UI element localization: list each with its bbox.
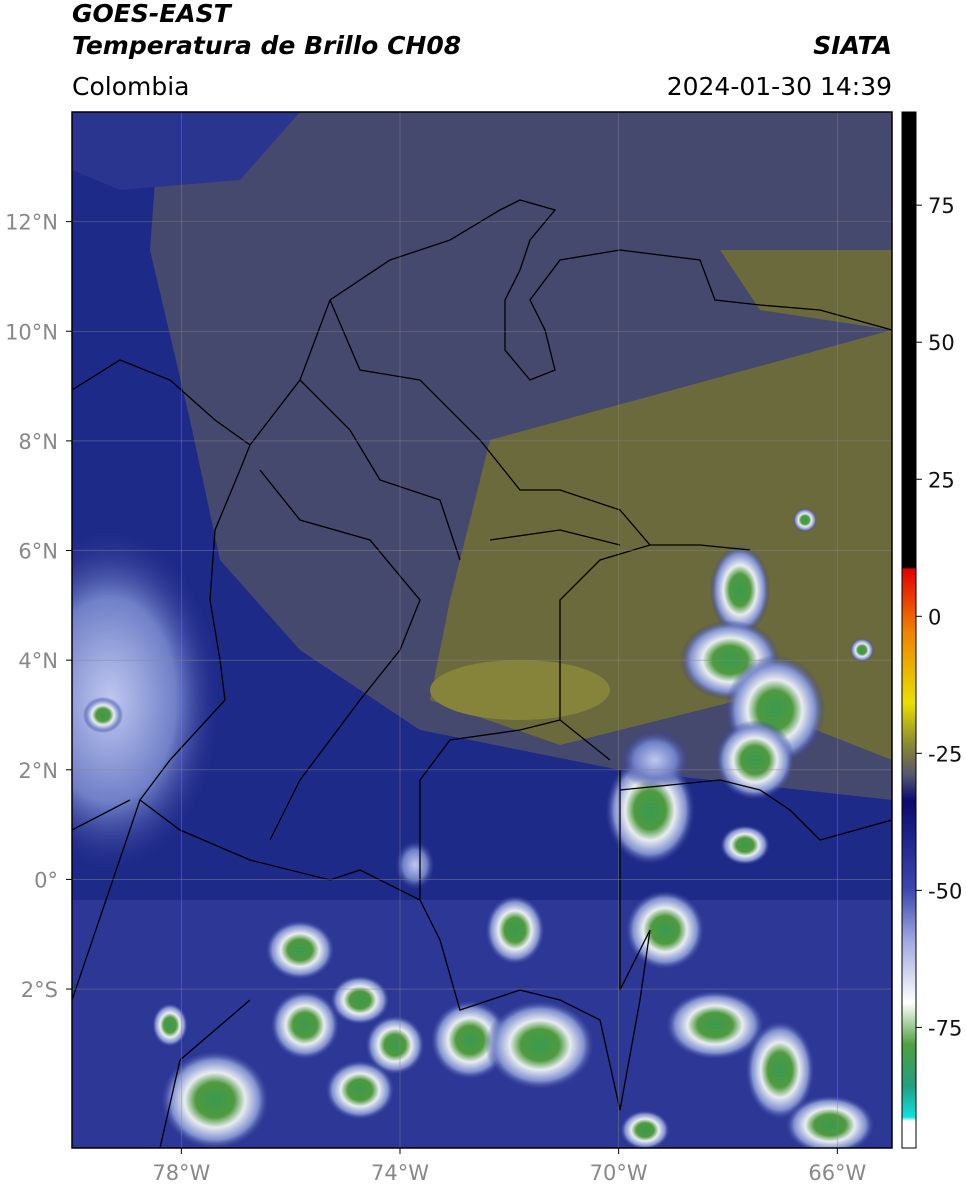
source: SIATA: [813, 31, 892, 60]
y-tick-label: 8°N: [18, 430, 58, 454]
colorbar-tick-label: -75: [928, 1016, 962, 1040]
y-tick-label: 2°N: [18, 759, 58, 783]
region: Colombia: [72, 72, 189, 101]
x-tick-label: 70°W: [590, 1161, 648, 1185]
x-tick-label: 78°W: [152, 1161, 210, 1185]
colorbar: [901, 111, 917, 1149]
convective-cells: [83, 508, 875, 1148]
y-tick-label: 12°N: [5, 211, 58, 235]
colorbar-tick-label: 0: [928, 605, 941, 629]
x-tick-label: 66°W: [808, 1161, 866, 1185]
coastlines-borders: [72, 199, 892, 1148]
y-tick-label: 0°: [34, 868, 58, 892]
colorbar-tick-label: -50: [928, 879, 962, 903]
colorbar-tick-label: -25: [928, 742, 962, 766]
y-tick-label: 2°S: [21, 978, 58, 1002]
y-tick-label: 10°N: [5, 320, 58, 344]
title: GOES-EAST: [72, 0, 233, 28]
graticule: [72, 112, 892, 1148]
y-tick-label: 6°N: [18, 540, 58, 564]
subtitle: Temperatura de Brillo CH08: [72, 31, 461, 60]
datetime: 2024-01-30 14:39: [667, 72, 892, 101]
x-tick-label: 74°W: [371, 1161, 429, 1185]
map-frame: [71, 111, 893, 1149]
colorbar-tick-label: 25: [928, 468, 955, 492]
satellite-image: [72, 112, 892, 1148]
colorbar-tick-label: 50: [928, 331, 955, 355]
colorbar-tick-label: 75: [928, 194, 955, 218]
y-tick-label: 4°N: [18, 649, 58, 673]
